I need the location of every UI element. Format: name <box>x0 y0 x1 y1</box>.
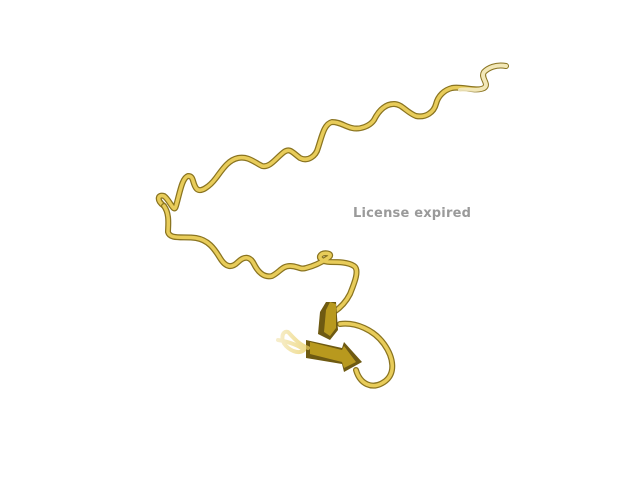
license-expired-watermark: License expired <box>353 206 472 221</box>
beta-strand-1-face <box>324 302 336 336</box>
coil-n-terminus <box>276 329 310 355</box>
loop-lower-right-highlight <box>338 321 394 388</box>
coil-tail-fade <box>458 63 508 92</box>
coil-tail-upper-highlight <box>157 63 508 211</box>
beta-strand-2-face <box>310 342 356 368</box>
coil-middle-highlight <box>162 204 359 314</box>
